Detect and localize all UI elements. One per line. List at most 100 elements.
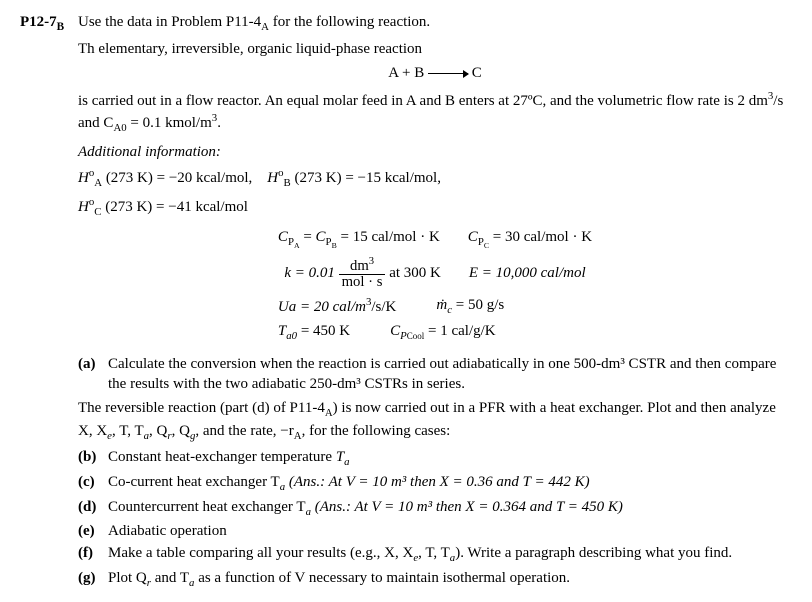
k-num: dm: [350, 258, 369, 274]
mc-expr: ṁc = 50 g/s: [436, 295, 504, 318]
intro-sub-A: A: [261, 21, 269, 33]
cp-A-eq-B: CPA = CPB = 15 cal/mol · K: [278, 227, 440, 252]
bw-rA: A: [294, 430, 302, 442]
bw-t4: , Q: [149, 423, 167, 439]
cp-AB-val: 15 cal/mol · K: [353, 229, 440, 245]
bw-t1: The reversible reaction (part (d) of P11…: [78, 400, 325, 416]
problem-label: P12-7B: [20, 12, 78, 590]
HfA-H: H: [78, 170, 89, 186]
tag-a: (a): [78, 354, 108, 395]
f-3: ). Write a paragraph describing what you…: [455, 545, 732, 561]
cp-block: CPA = CPB = 15 cal/mol · K CPC = 30 cal/…: [278, 227, 592, 348]
part-f: (f) Make a table comparing all your resu…: [78, 543, 792, 566]
HfA-sub: A: [94, 177, 102, 189]
tag-e: (e): [78, 521, 108, 541]
reaction-rhs: C: [472, 65, 482, 81]
tag-g: (g): [78, 568, 108, 591]
part-e: (e) Adiabatic operation: [78, 521, 792, 541]
flow-t1: is carried out in a flow reactor. An equ…: [78, 93, 768, 109]
Ua-rest: /s/K: [371, 299, 396, 315]
k-expr: k = 0.01 dm3 mol · s at 300 K: [284, 256, 441, 291]
bw-t3: , T, T: [112, 423, 144, 439]
Hf-line-C: HoC (273 K) = −41 kcal/mol: [78, 195, 792, 220]
HfB-H: H: [267, 170, 278, 186]
ca0-sub: A0: [113, 122, 126, 134]
Cpcool-cool: Cool: [407, 331, 425, 341]
Ta0-sub: a0: [286, 330, 297, 342]
label-sub: B: [57, 21, 65, 33]
E-val: E = 10,000 cal/mol: [469, 263, 586, 283]
intro-rest: for the following reaction.: [269, 14, 430, 30]
Cpcool-val: = 1 cal/g/K: [424, 323, 495, 339]
Ua-pre: Ua = 20 cal/m: [278, 299, 366, 315]
problem-body: Use the data in Problem P11-4A for the f…: [78, 12, 792, 590]
Ta0-expr: Ta0 = 450 K: [278, 321, 350, 344]
tag-c: (c): [78, 472, 108, 495]
c-ans: (Ans.: At V = 10 m³ then X = 0.36 and T …: [285, 474, 589, 490]
part-g-text: Plot Qr and Ta as a function of V necess…: [108, 568, 792, 591]
problem-root: P12-7B Use the data in Problem P11-4A fo…: [20, 12, 792, 590]
f-2: , T, T: [418, 545, 450, 561]
reaction-equation: A + B C: [78, 63, 792, 83]
Hf-line-AB: HoA (273 K) = −20 kcal/mol, HoB (273 K) …: [78, 166, 792, 191]
cp-row-4: Ta0 = 450 K CPCool = 1 cal/g/K: [278, 321, 592, 344]
part-c: (c) Co-current heat exchanger Ta (Ans.: …: [78, 472, 792, 495]
HfA-val: (273 K) = −20 kcal/mol,: [106, 170, 252, 186]
d-ans: (Ans.: At V = 10 m³ then X = 0.364 and T…: [311, 499, 623, 515]
d-pre: Countercurrent heat exchanger T: [108, 499, 306, 515]
part-g: (g) Plot Qr and Ta as a function of V ne…: [78, 568, 792, 591]
k-prefix: k = 0.01: [284, 265, 335, 281]
part-d: (d) Countercurrent heat exchanger Ta (An…: [78, 497, 792, 520]
intro-line-2: Th elementary, irreversible, organic liq…: [78, 39, 792, 59]
part-f-text: Make a table comparing all your results …: [108, 543, 792, 566]
Cpcool-P: P: [400, 330, 407, 342]
tag-f: (f): [78, 543, 108, 566]
part-a: (a) Calculate the conversion when the re…: [78, 354, 792, 395]
additional-info-label: Additional information:: [78, 142, 792, 162]
HfB-val: (273 K) = −15 kcal/mol,: [295, 170, 441, 186]
cp-row-2: k = 0.01 dm3 mol · s at 300 K E = 10,000…: [278, 256, 592, 291]
cp-C-val: 30 cal/mol · K: [505, 229, 592, 245]
k-fraction: dm3 mol · s: [339, 256, 386, 291]
Ua-expr: Ua = 20 cal/m3/s/K: [278, 295, 396, 317]
k-after: at 300 K: [389, 265, 441, 281]
intro-text-1: Use the data in Problem P11-4: [78, 14, 261, 30]
mc-val: = 50 g/s: [452, 297, 504, 313]
part-d-text: Countercurrent heat exchanger Ta (Ans.: …: [108, 497, 792, 520]
reaction-arrow-icon: [428, 73, 468, 74]
mc-sym: ṁ: [436, 297, 447, 313]
k-num-sup: 3: [369, 256, 374, 267]
k-den: mol · s: [339, 275, 386, 290]
cp-C: CPC = 30 cal/mol · K: [468, 227, 592, 252]
reaction-lhs: A + B: [388, 65, 424, 81]
intro-line-1: Use the data in Problem P11-4A for the f…: [78, 12, 792, 35]
f-1: Make a table comparing all your results …: [108, 545, 413, 561]
flow-t4: .: [217, 115, 221, 131]
flow-paragraph: is carried out in a flow reactor. An equ…: [78, 89, 792, 136]
bw-t7: , for the following cases:: [302, 423, 451, 439]
cp-row-1: CPA = CPB = 15 cal/mol · K CPC = 30 cal/…: [278, 227, 592, 252]
part-b-text: Constant heat-exchanger temperature Ta: [108, 447, 792, 470]
bw-subA: A: [325, 407, 333, 419]
ca0-C: C: [103, 115, 113, 131]
bw-t6: , and the rate, −r: [195, 423, 293, 439]
part-e-text: Adiabatic operation: [108, 521, 792, 541]
c-pre: Co-current heat exchanger T: [108, 474, 280, 490]
part-b: (b) Constant heat-exchanger temperature …: [78, 447, 792, 470]
g-mid: and T: [151, 570, 189, 586]
Cpcool-C: C: [390, 323, 400, 339]
tag-d: (d): [78, 497, 108, 520]
HfC-H: H: [78, 199, 89, 215]
Ta0-T: T: [278, 323, 286, 339]
tag-b: (b): [78, 447, 108, 470]
label-main: P12-7: [20, 14, 57, 30]
Cpcool-expr: CPCool = 1 cal/g/K: [390, 321, 496, 344]
Ta0-val: = 450 K: [297, 323, 350, 339]
cp-row-3: Ua = 20 cal/m3/s/K ṁc = 50 g/s: [278, 295, 592, 318]
part-c-text: Co-current heat exchanger Ta (Ans.: At V…: [108, 472, 792, 495]
g-rest: as a function of V necessary to maintain…: [194, 570, 570, 586]
HfC-val: (273 K) = −41 kcal/mol: [101, 199, 247, 215]
flow-t3: = 0.1 kmol/m: [127, 115, 212, 131]
bw-t5: , Q: [172, 423, 190, 439]
g-pre: Plot Q: [108, 570, 147, 586]
